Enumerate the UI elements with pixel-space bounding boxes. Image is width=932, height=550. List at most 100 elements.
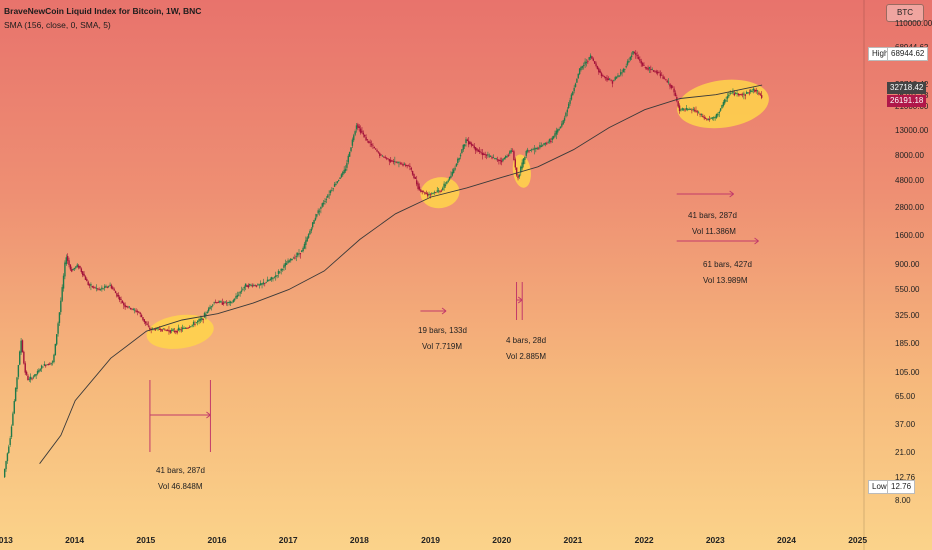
candle-body: [325, 199, 328, 200]
candle-body: [691, 109, 693, 111]
candle-body: [446, 181, 448, 184]
candle-body: [499, 160, 501, 162]
candle-body: [210, 306, 213, 308]
measure-ruler-line[interactable]: [729, 193, 734, 198]
measure-ruler-line[interactable]: [754, 237, 759, 242]
candle-body: [57, 323, 59, 334]
candle-body: [223, 302, 225, 304]
candle-body: [13, 401, 15, 414]
candle-body: [383, 156, 385, 158]
candle-body: [132, 309, 135, 310]
candle-body: [61, 287, 63, 301]
candle-body: [374, 148, 377, 150]
candle-body: [77, 265, 80, 268]
candle-body: [350, 147, 352, 152]
measure-ruler-line[interactable]: [517, 296, 523, 301]
candle-body: [714, 117, 716, 119]
candle-body: [658, 72, 660, 74]
candle-body: [76, 264, 78, 267]
candle-body: [121, 300, 124, 304]
candle-body: [592, 58, 595, 61]
candle-body: [722, 102, 725, 106]
candle-body: [336, 181, 339, 183]
candle-body: [681, 108, 683, 110]
candle-body: [257, 284, 259, 286]
candle-body: [139, 312, 141, 315]
candle-body: [19, 351, 21, 365]
candle-body: [533, 148, 536, 150]
candle-body: [58, 312, 61, 323]
candle-body: [462, 144, 464, 150]
candle-body: [272, 277, 274, 279]
candle-body: [324, 200, 326, 203]
candle-body: [740, 94, 742, 96]
candle-body: [529, 150, 532, 151]
candle-body: [86, 279, 88, 282]
measure-ruler-line[interactable]: [729, 190, 734, 195]
indicator-label[interactable]: SMA (156, close, 0, SMA, 5): [4, 20, 111, 30]
candle-body: [329, 190, 332, 194]
candle-body: [452, 169, 455, 174]
candle-body: [431, 193, 433, 195]
candle-body: [97, 288, 99, 290]
measure-ruler-line[interactable]: [754, 240, 759, 245]
candle-body: [654, 70, 656, 72]
measure-ruler-line[interactable]: [206, 411, 211, 416]
candle-body: [388, 159, 391, 162]
y-tick-label: 185.00: [895, 339, 920, 349]
candle-body: [205, 314, 207, 316]
candle-body: [755, 89, 757, 92]
candle-body: [693, 109, 696, 111]
currency-badge[interactable]: BTC: [886, 4, 924, 22]
candle-body: [232, 300, 234, 303]
candle-body: [451, 171, 454, 176]
candle-body: [192, 321, 195, 325]
candle-body: [290, 258, 292, 261]
candle-body: [359, 128, 362, 133]
candle-body: [109, 284, 111, 286]
candle-body: [213, 302, 215, 304]
candle-body: [362, 132, 365, 135]
candle-body: [688, 108, 690, 110]
candle-body: [379, 153, 381, 156]
candle-body: [116, 293, 118, 297]
candle-body: [385, 157, 388, 159]
measure-ruler-line[interactable]: [441, 310, 447, 315]
candle-body: [454, 167, 456, 170]
candle-body: [154, 329, 156, 331]
candle-body: [209, 306, 211, 310]
candle-body: [546, 143, 548, 145]
candle-body: [411, 170, 414, 175]
candle-body: [591, 56, 593, 59]
candle-body: [34, 374, 36, 377]
candle-body: [517, 175, 519, 179]
candle-body: [390, 159, 392, 163]
measure-label: 4 bars, 28d: [506, 336, 547, 345]
candle-body: [328, 194, 330, 196]
candle-body: [391, 160, 393, 162]
candle-body: [420, 189, 422, 192]
candle-body: [212, 304, 214, 306]
candle-body: [368, 140, 370, 143]
candle-body: [622, 68, 625, 72]
measure-ruler-line[interactable]: [441, 307, 447, 312]
candle-body: [198, 319, 200, 322]
candle-body: [347, 155, 349, 163]
candle-body: [358, 126, 360, 128]
candle-body: [40, 365, 43, 369]
measure-ruler-line[interactable]: [206, 414, 211, 419]
candle-body: [268, 280, 270, 281]
candle-body: [12, 413, 14, 426]
candle-body: [322, 202, 325, 205]
candle-body: [550, 140, 552, 143]
candle-body: [615, 77, 618, 79]
candle-body: [108, 286, 110, 287]
candle-body: [581, 66, 584, 68]
candle-body: [255, 285, 258, 287]
measure-ruler-line[interactable]: [517, 299, 523, 304]
candle-body: [640, 60, 642, 64]
candle-body: [737, 93, 740, 96]
candle-body: [143, 319, 146, 323]
candle-body: [265, 282, 267, 283]
